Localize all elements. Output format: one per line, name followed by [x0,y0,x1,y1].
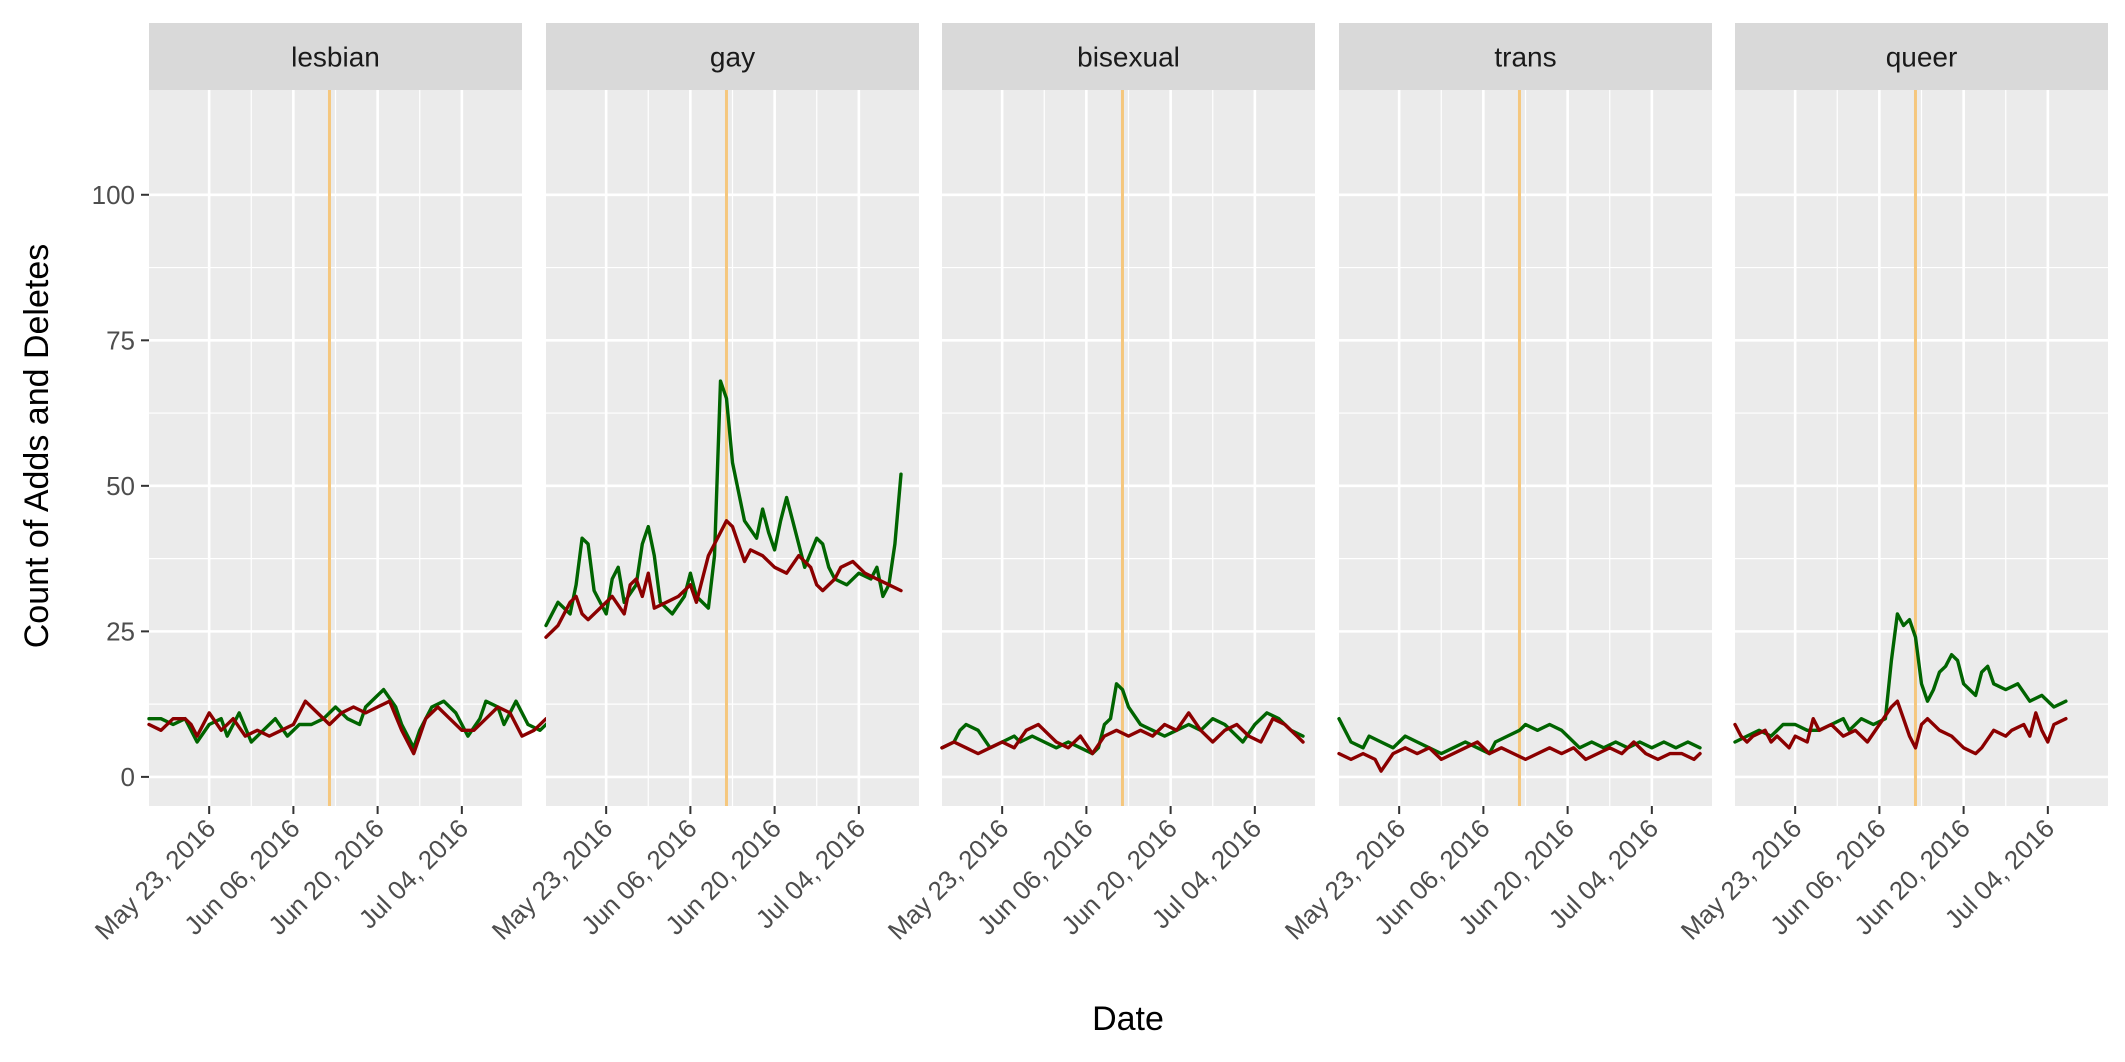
y-axis-title: Count of Adds and Deletes [18,244,56,649]
series-line-deletes [1337,740,1702,773]
y-tick-label: 50 [106,471,135,501]
series-line-deletes [1733,699,2068,756]
series-line-adds [544,379,903,628]
facet-strip [1339,23,1712,90]
facet-strip-label: queer [1886,42,1958,73]
x-axis-title: Date [1092,1000,1164,1038]
facet-strip [149,23,522,90]
series-line-deletes [544,519,903,639]
facet-strip-label: gay [710,42,755,73]
y-axis: 0 25 50 75 100 [92,180,149,792]
y-tick-label: 0 [121,762,135,792]
facet-strip [1735,23,2108,90]
facet-strip-label: bisexual [1077,42,1180,73]
y-tick-label: 25 [106,616,135,646]
y-tick-label: 75 [106,325,135,355]
facet-strip-label: trans [1494,42,1556,73]
series-line-adds [1733,612,2068,744]
series-line-adds [147,687,584,750]
facet-strip [546,23,919,90]
facet-strip [942,23,1315,90]
facet-strip-label: lesbian [291,42,380,73]
y-tick-label: 100 [92,180,135,210]
series-line-deletes [147,699,584,756]
series-line-deletes [940,711,1305,756]
